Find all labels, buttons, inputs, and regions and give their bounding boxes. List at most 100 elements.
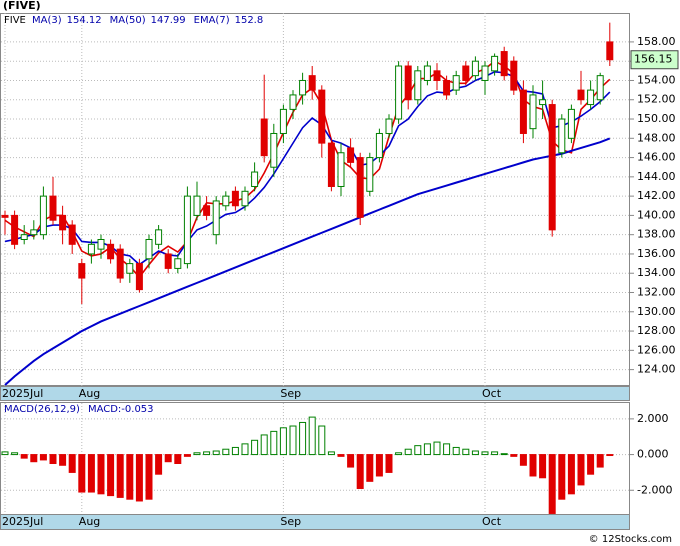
bar (212, 450, 220, 456)
candle-body (251, 171, 259, 187)
y-tick-label: 138.00 (637, 228, 676, 241)
candle-body (327, 142, 335, 187)
bar (500, 453, 508, 456)
candle-body (78, 263, 86, 279)
y-tick-label: -2.000 (637, 483, 672, 496)
candle-body (500, 51, 508, 77)
candle-body (222, 195, 230, 207)
legend-value: 147.99 (151, 15, 186, 26)
candle-body (395, 65, 403, 120)
y-tick-label: 0.000 (637, 448, 669, 461)
bar (289, 425, 297, 456)
legend-value: 154.12 (67, 15, 102, 26)
candle-body (567, 108, 575, 139)
y-tick-label: 136.00 (637, 247, 676, 260)
bar (462, 448, 470, 456)
y-tick-label: 140.00 (637, 208, 676, 221)
bar (452, 446, 460, 456)
bar (395, 452, 403, 456)
bar (471, 450, 479, 456)
bar (270, 430, 278, 456)
last-price: 156.15 (634, 53, 673, 66)
legend-label: EMA(7) (194, 15, 230, 26)
candle-body (183, 195, 191, 265)
candle-body (519, 89, 527, 134)
bar (241, 443, 249, 456)
y-tick-label: 158.00 (637, 35, 676, 48)
bar (567, 454, 575, 495)
x-tick-label: Oct (482, 387, 502, 400)
bar (481, 451, 489, 456)
bar (414, 445, 422, 456)
bar (193, 452, 201, 456)
candle-body (452, 75, 460, 91)
bar (126, 454, 134, 500)
y-tick-label: 144.00 (637, 170, 676, 183)
y-tick-label: 154.00 (637, 73, 676, 86)
x-tick-label: Sep (280, 387, 301, 400)
bar (375, 454, 383, 477)
candle-body (116, 248, 124, 279)
bar (587, 454, 595, 475)
bar (577, 454, 585, 486)
bar (87, 454, 95, 493)
candle-body (481, 65, 489, 81)
bar (539, 454, 547, 479)
x-tick-label: Oct (482, 515, 502, 528)
bar (11, 452, 19, 456)
bar (231, 446, 239, 456)
candle-body (164, 253, 172, 269)
x-tick-label: Aug (79, 387, 100, 400)
candle-body (203, 205, 211, 216)
candle-body (308, 75, 316, 91)
bar (308, 416, 316, 456)
candle-body (548, 104, 556, 231)
bar (78, 454, 86, 493)
candle-body (260, 118, 268, 157)
candle-body (97, 238, 105, 250)
bar (97, 454, 105, 495)
y-tick-label: 126.00 (637, 343, 676, 356)
bar (222, 448, 230, 456)
legend-value: 152.8 (235, 15, 264, 26)
y-tick-label: 148.00 (637, 131, 676, 144)
candle-body (596, 75, 604, 101)
candle-body (587, 89, 595, 106)
bar (203, 451, 211, 456)
candle-body (49, 195, 57, 221)
candle-body (471, 60, 479, 77)
bar (299, 421, 307, 456)
bar (519, 454, 527, 466)
macd-label: MACD:-0.053 (88, 404, 154, 415)
candle-body (289, 94, 297, 110)
bar (356, 454, 364, 489)
candle-body (1, 214, 9, 218)
bar (404, 448, 412, 456)
candle-body (529, 94, 537, 130)
y-tick-label: 132.00 (637, 286, 676, 299)
y-tick-label: 128.00 (637, 324, 676, 337)
bar (174, 454, 182, 464)
bar (385, 454, 393, 473)
candle-body (606, 41, 614, 61)
x-tick-label: 2025Jul (2, 515, 43, 528)
candle-body (135, 263, 143, 291)
candle-body (347, 147, 355, 163)
candle-body (107, 243, 115, 260)
macd-title: MACD(26,12,9) (4, 404, 80, 415)
candle-body (20, 234, 28, 240)
bar (39, 454, 47, 461)
legend-ticker: FIVE (4, 15, 26, 26)
y-tick-label: 2.000 (637, 412, 669, 425)
y-tick-label: 142.00 (637, 189, 676, 202)
bar (107, 454, 115, 497)
bar (596, 454, 604, 468)
bar (510, 454, 518, 457)
bar (135, 454, 143, 502)
bar (318, 425, 326, 456)
candle-body (193, 195, 201, 216)
bar (49, 454, 57, 464)
bar (1, 451, 9, 456)
bar (366, 454, 374, 482)
